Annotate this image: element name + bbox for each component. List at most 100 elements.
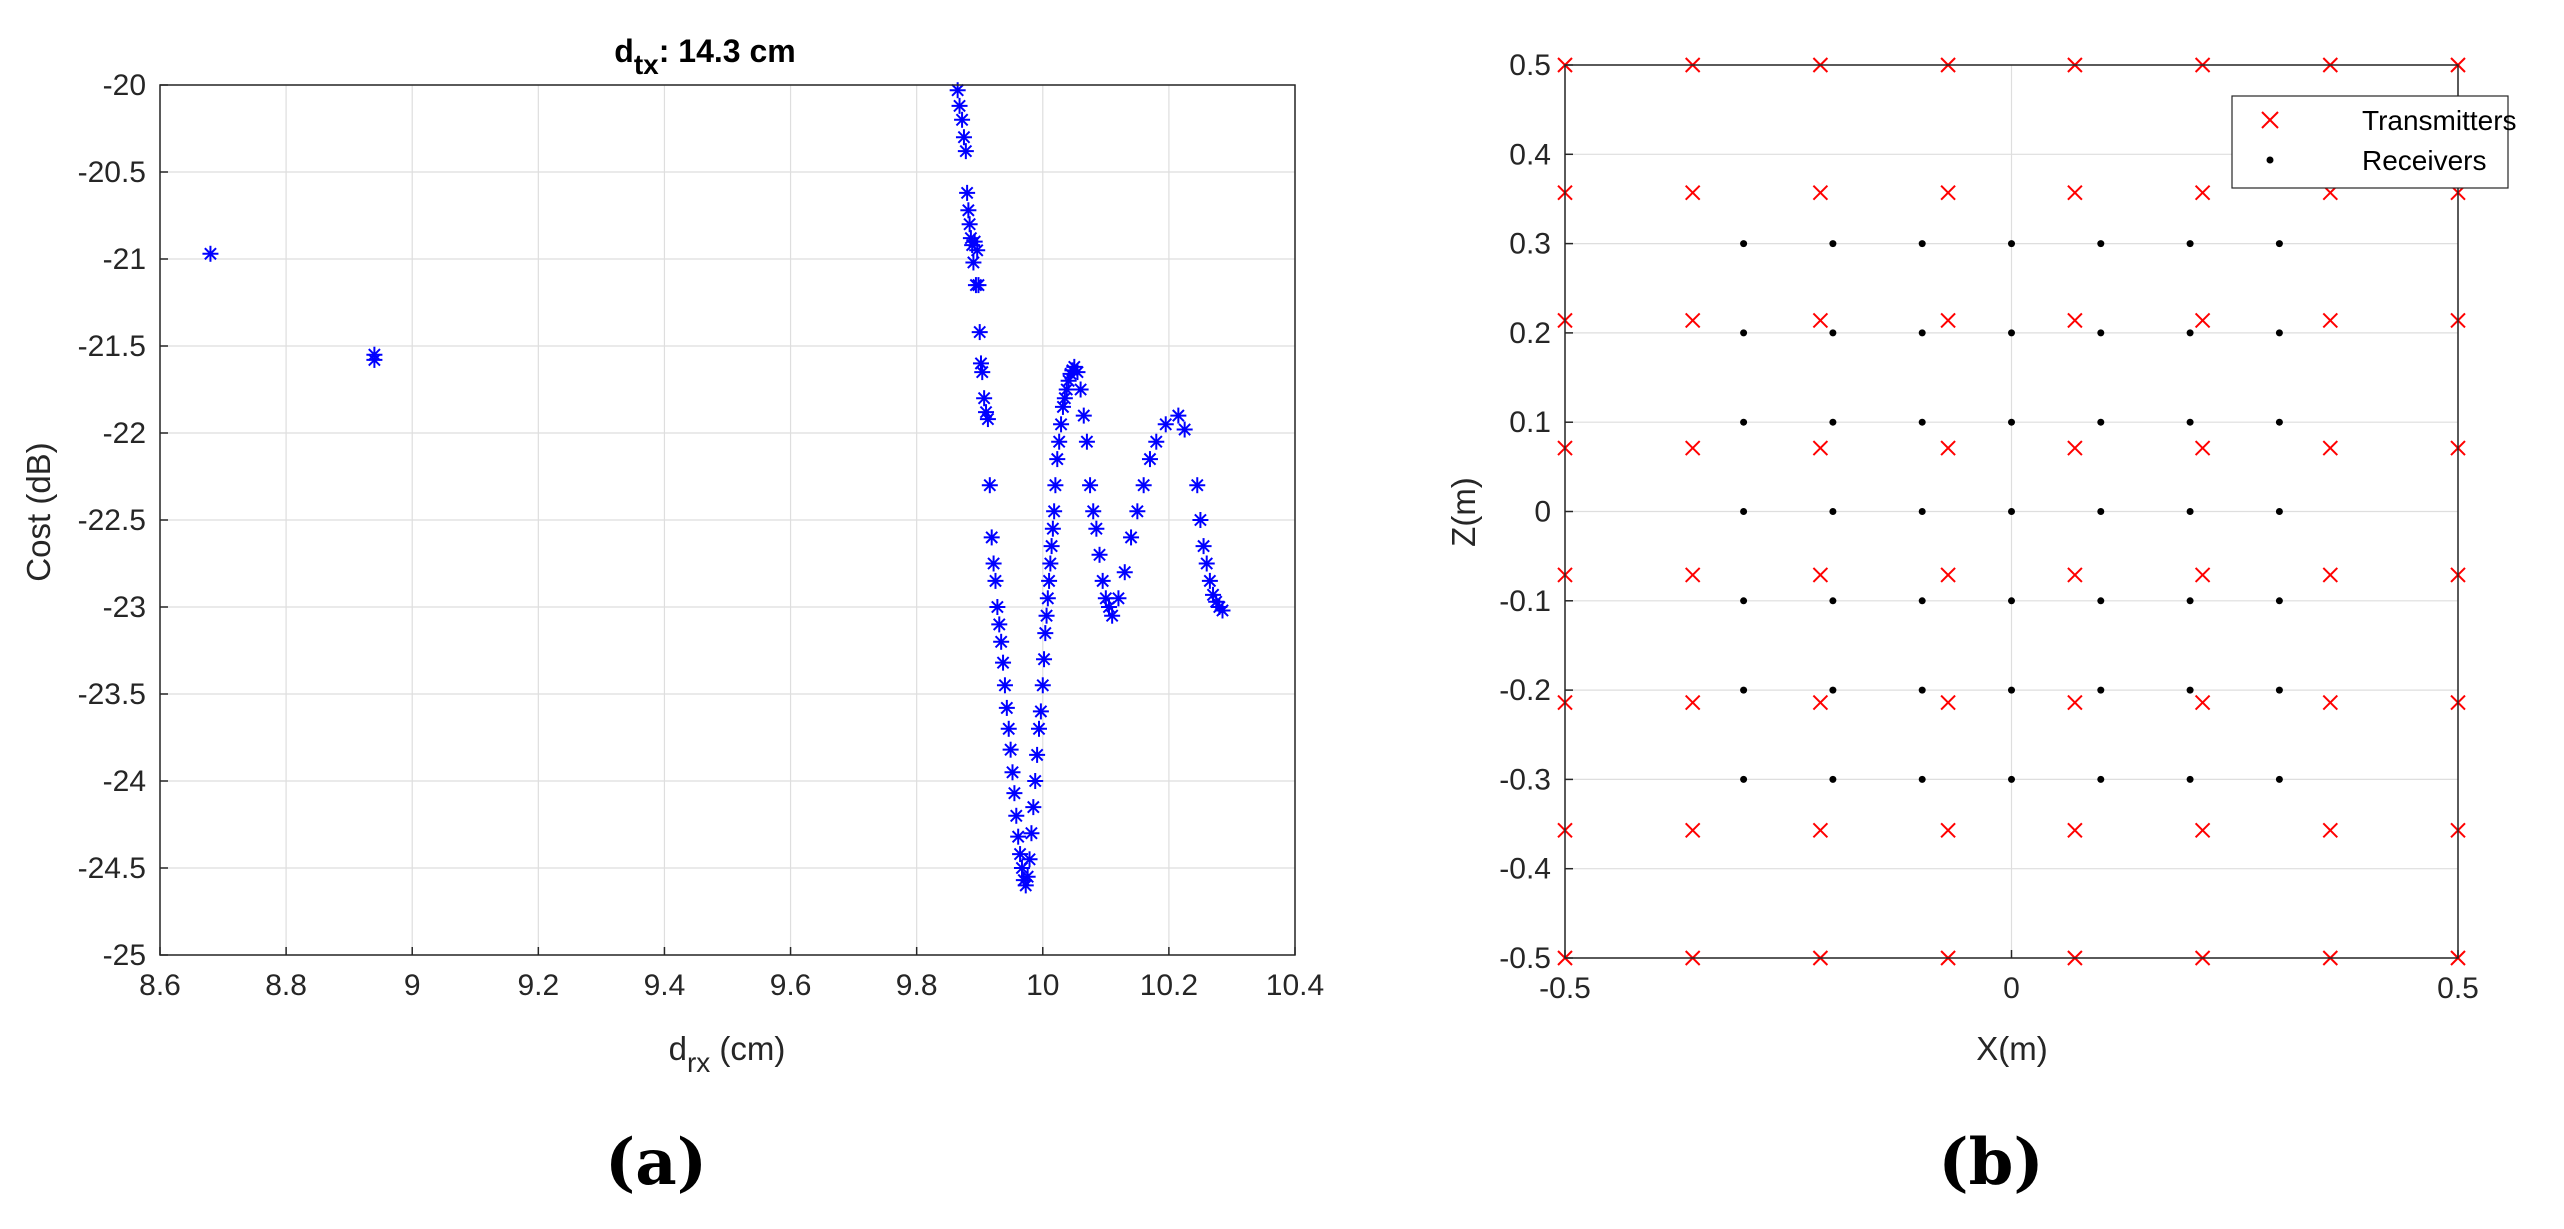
data-point [971,324,988,341]
transmitter-point [2194,822,2211,839]
data-point [1047,477,1064,494]
receiver-point [1918,508,1926,515]
data-point [1006,785,1023,802]
data-point [991,616,1008,633]
y-tick-label: -20.5 [78,156,146,189]
transmitter-point [1684,822,1701,839]
data-point [1195,538,1212,555]
data-point [1141,451,1158,468]
receiver-point [2186,329,2194,337]
data-point [1091,546,1108,563]
receiver-point [2186,686,2194,694]
data-point [1032,703,1049,720]
transmitter-point [1812,184,1829,201]
data-point [1189,477,1206,494]
chart-a-xlabel-main: d [669,1030,687,1067]
transmitter-point [2067,184,2083,201]
y-tick-label: -23.5 [78,678,146,711]
transmitter-point [1812,694,1829,711]
data-point [1041,572,1058,589]
legend-receivers-marker [2266,156,2274,164]
x-tick-label: 9.4 [644,969,686,1002]
receiver-point [2008,329,2015,337]
transmitter-point [1684,440,1701,456]
y-tick-label: -0.1 [1499,585,1551,618]
legend-transmitters-marker [2261,111,2279,129]
data-point [1110,590,1127,607]
transmitter-point [2322,440,2339,456]
y-tick-label: -0.4 [1499,853,1551,886]
chart-a-title-rest: : 14.3 cm [659,33,796,69]
receiver-point [2008,418,2015,426]
data-point [970,277,987,294]
x-tick-label: 9.6 [770,969,812,1002]
data-point [1038,607,1055,624]
data-point [1192,512,1209,528]
data-point [1053,416,1070,433]
transmitter-point [1684,312,1701,329]
chart-b-x-axis-label: X(m) [1976,1030,2047,1067]
data-point [1170,407,1187,424]
x-tick-label: 8.8 [265,969,307,1002]
x-tick-label: 9.8 [896,969,938,1002]
receiver-point [1829,418,1837,426]
y-tick-label: 0.3 [1509,228,1551,261]
data-point [979,411,996,428]
receiver-point [2008,775,2015,783]
data-point [1008,807,1025,824]
data-point [951,97,968,114]
transmitter-point [1940,184,1956,201]
y-tick-label: -0.2 [1499,674,1551,707]
chart-b-x-ticks: -0.5 0 0.5 [1539,950,2479,1005]
panel-label-b: (b) [1938,1125,2043,1200]
x-tick-label: 9.2 [517,969,559,1002]
receiver-point [2008,686,2015,694]
receiver-point [2275,775,2283,783]
data-point [965,254,982,271]
data-point [1039,590,1056,607]
y-tick-label: 0.4 [1509,138,1551,171]
data-point [1030,720,1047,737]
receiver-point [1918,686,1926,694]
transmitter-point [1812,312,1829,329]
data-point [1069,364,1086,381]
receiver-point [1918,418,1926,426]
receiver-point [2186,597,2194,605]
data-point [961,216,978,233]
receiver-point [1918,329,1926,337]
data-point [1029,746,1046,763]
chart-a-y-axis-label: Cost (dB) [20,442,57,581]
data-point [1046,503,1063,520]
receiver-point [1740,508,1748,515]
data-point [1034,677,1051,694]
data-point [1027,773,1044,789]
receiver-point [1918,775,1926,783]
receiver-point [1829,240,1837,248]
transmitter-point [1940,567,1956,583]
transmitter-point [2322,567,2339,583]
data-point [1085,503,1102,520]
receiver-point [2275,418,2283,426]
receiver-point [2097,597,2105,605]
y-tick-label: -24.5 [78,852,146,885]
data-point [1004,764,1021,781]
receiver-point [2186,775,2194,783]
data-point [1176,421,1193,438]
data-point [1116,564,1133,581]
receiver-point [2097,240,2105,248]
data-point [1042,555,1059,572]
chart-a-title: dtx: 14.3 cm [614,33,795,80]
receiver-point [2186,418,2194,426]
receiver-point [1740,775,1748,783]
chart-a-grid [159,84,1296,956]
x-tick-label: 10.2 [1140,969,1198,1002]
y-tick-label: -22.5 [78,504,146,537]
transmitter-point [1940,440,1956,456]
transmitter-point [1684,567,1701,583]
y-tick-label: -20 [103,69,146,102]
transmitter-point [2194,567,2211,583]
y-tick-label: -21 [103,243,146,276]
transmitter-point [2194,440,2211,456]
chart-b-legend: Transmitters Receivers [2231,95,2517,189]
